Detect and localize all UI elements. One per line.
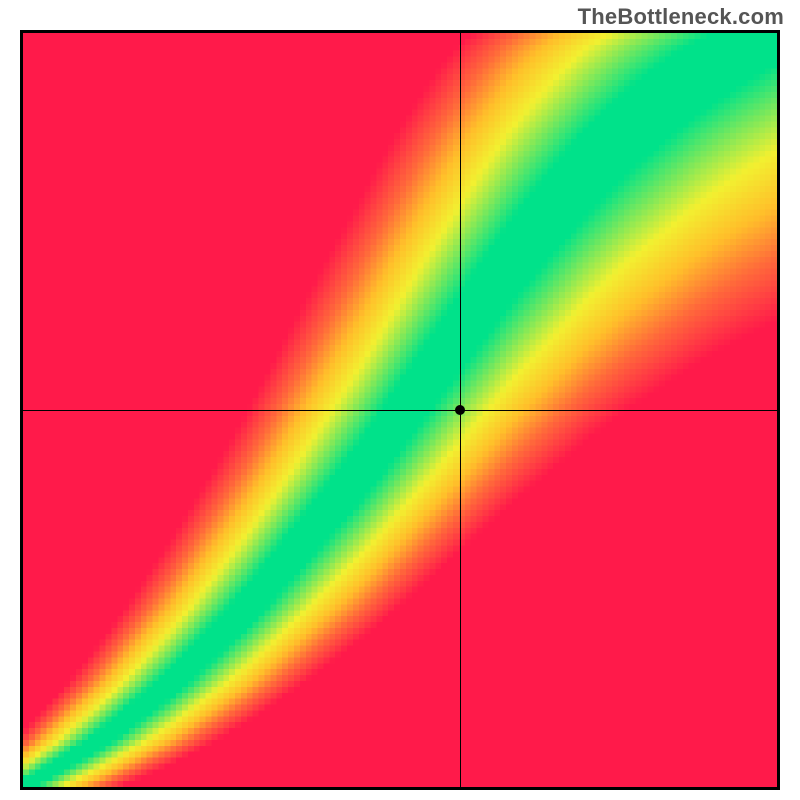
marker-dot <box>455 405 465 415</box>
chart-container: { "watermark": { "text": "TheBottleneck.… <box>0 0 800 800</box>
heatmap-plot <box>20 30 780 790</box>
watermark-text: TheBottleneck.com <box>578 4 784 30</box>
crosshair-horizontal <box>23 410 777 411</box>
